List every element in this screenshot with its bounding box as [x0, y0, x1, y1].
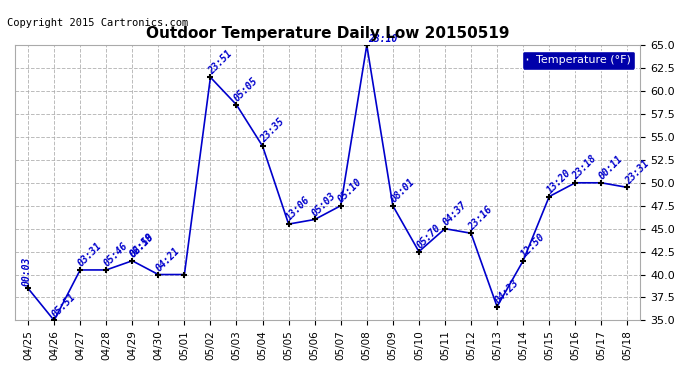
Text: 23:31: 23:31: [623, 158, 651, 186]
Text: 23:16: 23:16: [466, 204, 495, 232]
Text: 08:01: 08:01: [388, 177, 416, 204]
Text: 23:35: 23:35: [258, 117, 286, 145]
Text: 05:70: 05:70: [415, 222, 442, 250]
Text: 04:23: 04:23: [493, 278, 520, 305]
Text: 12:50: 12:50: [519, 232, 546, 260]
Text: 04:21: 04:21: [154, 245, 181, 273]
Text: 02:59: 02:59: [128, 232, 156, 260]
Text: 05:10: 05:10: [337, 177, 364, 204]
Text: 23:51: 23:51: [206, 48, 234, 76]
Text: 05:03: 05:03: [310, 190, 338, 218]
Title: Outdoor Temperature Daily Low 20150519: Outdoor Temperature Daily Low 20150519: [146, 26, 509, 41]
Text: 23:18: 23:18: [571, 154, 599, 182]
Text: Copyright 2015 Cartronics.com: Copyright 2015 Cartronics.com: [7, 18, 188, 28]
Text: 03:31: 03:31: [76, 241, 104, 268]
Text: 13:20: 13:20: [545, 167, 573, 195]
Text: 06:18: 06:18: [128, 232, 156, 260]
Legend: Temperature (°F): Temperature (°F): [522, 51, 635, 70]
Text: 05:46: 05:46: [102, 241, 130, 268]
Text: 00:03: 00:03: [21, 256, 31, 285]
Text: 05:05: 05:05: [232, 76, 260, 104]
Text: 23:10: 23:10: [368, 34, 397, 45]
Text: 05:51: 05:51: [50, 291, 77, 319]
Text: 13:06: 13:06: [284, 195, 312, 223]
Text: 04:37: 04:37: [441, 200, 469, 227]
Text: 00:11: 00:11: [597, 154, 625, 182]
